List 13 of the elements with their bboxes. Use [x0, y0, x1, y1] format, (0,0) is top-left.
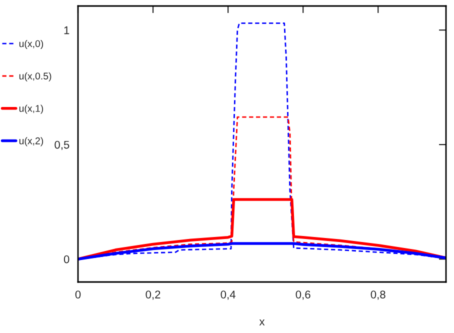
y-tick-label: 1 [64, 26, 70, 34]
x-tick-label: 0,6 [296, 290, 310, 300]
x-tick-label: 0,8 [370, 290, 386, 300]
x-tick-label: 0 [75, 290, 81, 298]
y-tick-label: 0 [64, 255, 70, 264]
legend-label: u(x,0) [19, 40, 44, 50]
legend-label: u(x,2) [19, 137, 44, 146]
x-tick-label: 0,4 [220, 290, 236, 300]
legend-label: u(x,1) [19, 104, 44, 114]
y-tick-label: 0,5 [54, 140, 70, 150]
x-tick-label: 0,2 [146, 290, 160, 300]
legend-label: u(x,0.5) [19, 72, 52, 82]
x-axis-title: x [259, 320, 265, 326]
